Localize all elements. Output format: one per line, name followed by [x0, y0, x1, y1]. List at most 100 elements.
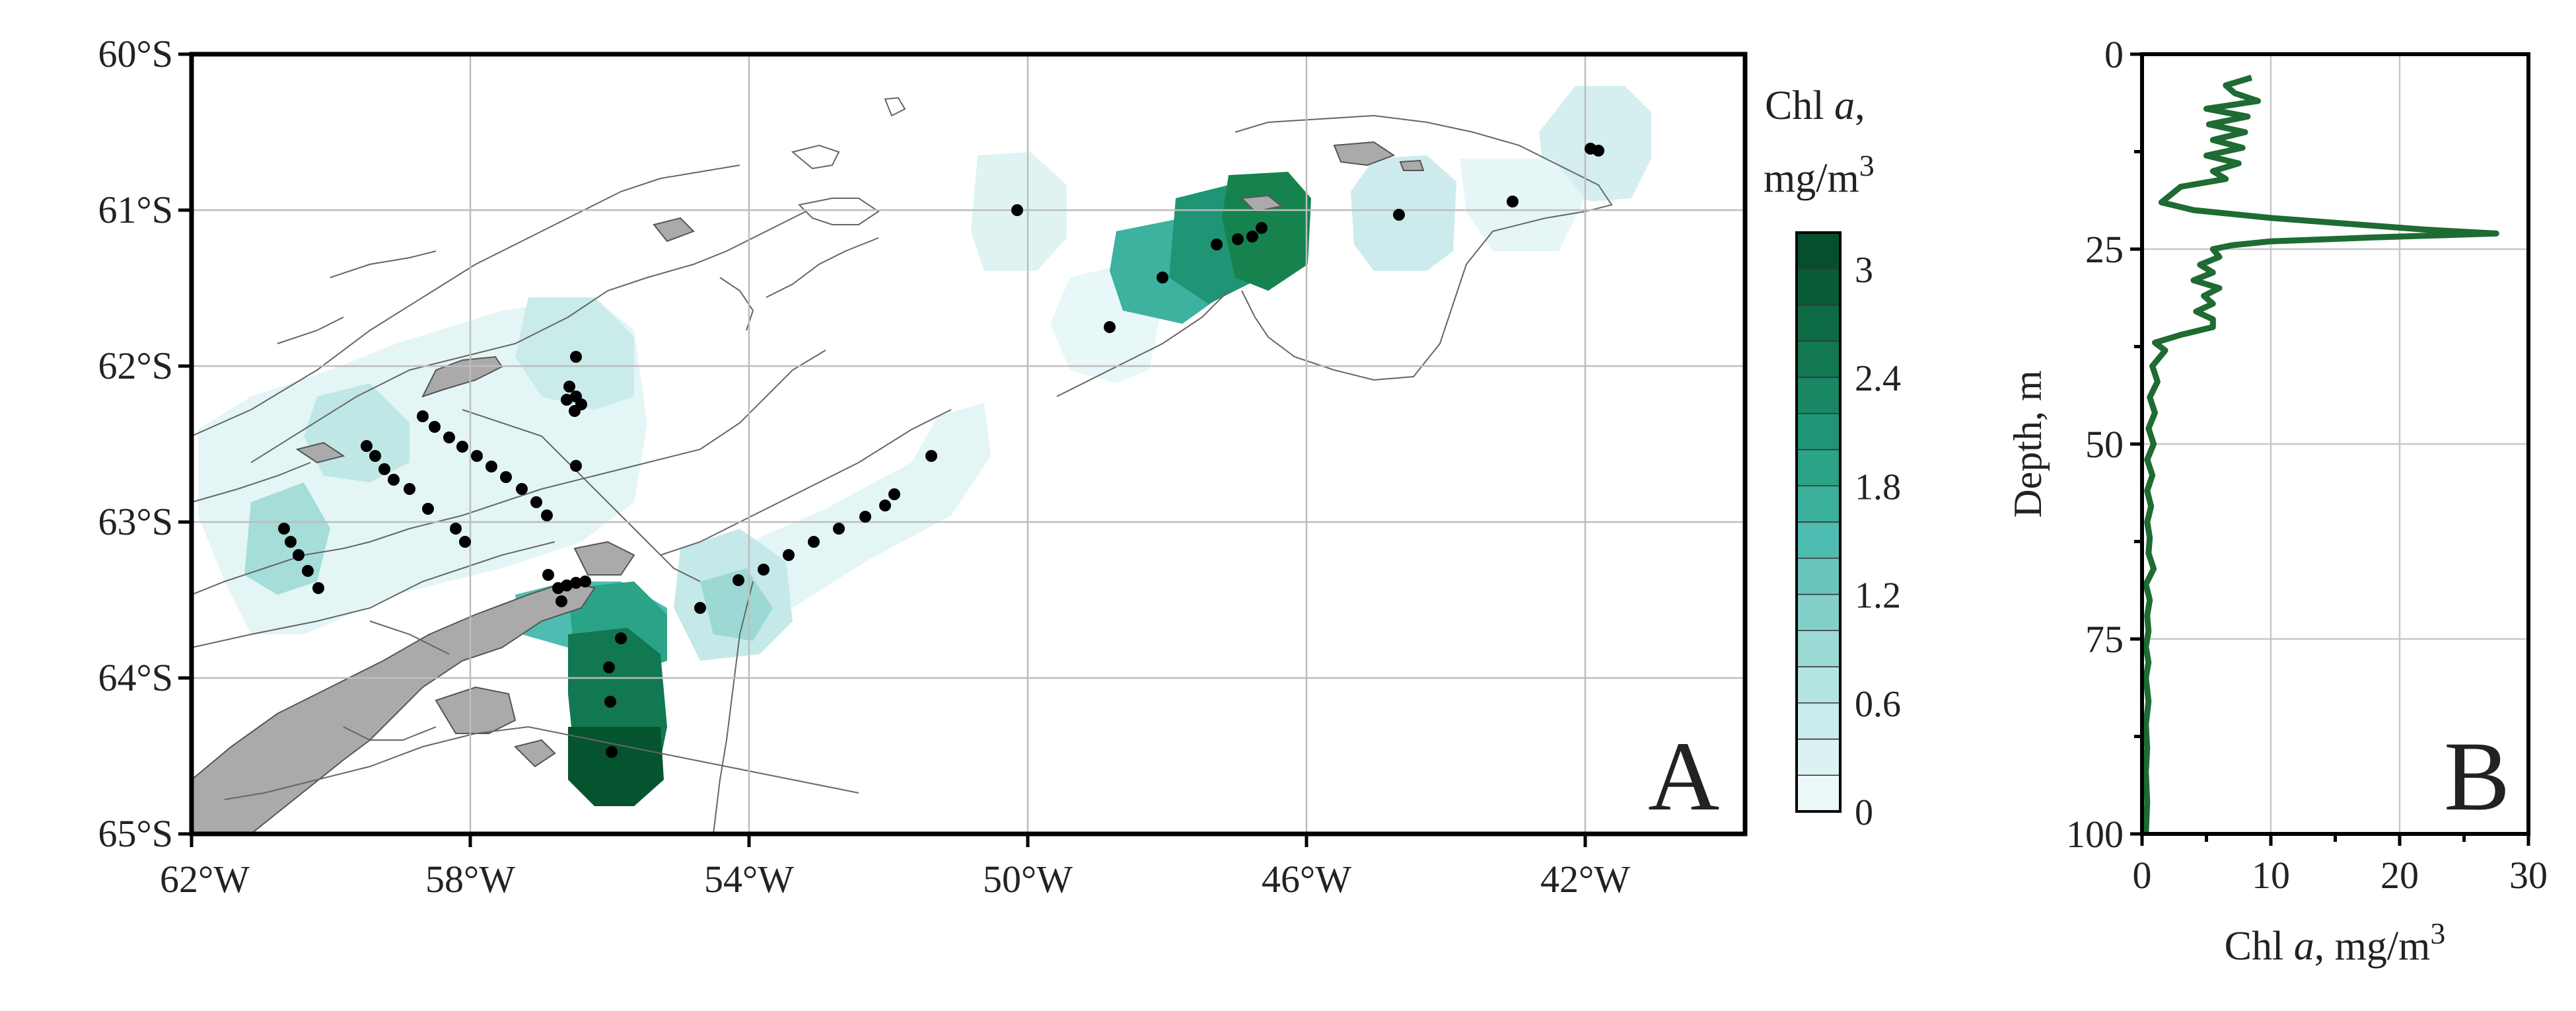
- chl-patch-far-east: [1539, 86, 1651, 202]
- lon-label-46w: 46°W: [1262, 858, 1351, 901]
- station-dot: [541, 509, 553, 521]
- station-dot: [888, 488, 900, 500]
- station-dot: [429, 421, 441, 433]
- colorbar-title-prefix: Chl: [1765, 83, 1834, 128]
- island-south-shetland-3: [653, 217, 695, 243]
- station-dot: [561, 394, 573, 406]
- colorbar-swatch: [1796, 449, 1841, 486]
- colorbar-title-suffix: ,: [1855, 83, 1865, 128]
- colorbar-swatch: [1796, 304, 1841, 342]
- station-dot: [450, 523, 462, 535]
- station-dot: [404, 483, 415, 495]
- station-dot: [422, 503, 434, 515]
- colorbar-swatch: [1796, 702, 1841, 740]
- station-dot: [302, 565, 314, 577]
- colorbar-tick-label: 1.8: [1855, 467, 1901, 507]
- station-dot: [561, 580, 573, 591]
- colorbar-swatch: [1796, 521, 1841, 559]
- colorbar-tick-label: 3: [1855, 250, 1873, 291]
- station-dot: [1232, 233, 1244, 245]
- station-dot: [563, 381, 575, 393]
- landmass-layer: [192, 141, 1425, 834]
- profile-chl-tick-label: 0: [2133, 854, 2152, 897]
- chl-patch-central-teal: [700, 568, 773, 641]
- station-dot: [361, 440, 373, 452]
- island-joinville: [573, 541, 635, 576]
- lon-label-62w: 62°W: [160, 858, 250, 901]
- lat-label-61s: 61°S: [98, 188, 173, 231]
- station-dot: [485, 461, 497, 472]
- colorbar-swatch: [1796, 774, 1841, 812]
- lon-label-42w: 42°W: [1540, 858, 1630, 901]
- station-dot: [833, 523, 845, 535]
- island-south-shetland-2: [295, 441, 345, 464]
- latitude-labels: 60°S 61°S 62°S 63°S 64°S 65°S: [98, 32, 173, 855]
- station-dot: [570, 460, 582, 472]
- station-dot: [579, 576, 591, 587]
- panel-letter-a: A: [1648, 722, 1719, 831]
- colorbar-swatch: [1796, 738, 1841, 776]
- colorbar-units-sup: 3: [1859, 149, 1875, 182]
- colorbar-tick-label: 1.2: [1855, 576, 1901, 617]
- lat-label-64s: 64°S: [98, 656, 173, 699]
- station-dot: [516, 483, 528, 495]
- map-ticks: [178, 52, 1587, 847]
- station-dot: [542, 569, 554, 581]
- map-panel: 60°S 61°S 62°S 63°S 64°S 65°S 62°W 58°W …: [98, 32, 1748, 901]
- profile-y-axis-title: Depth, m: [2006, 370, 2050, 517]
- colorbar-frame: [1795, 231, 1842, 813]
- map-gridlines: [192, 54, 1745, 834]
- lat-label-65s: 65°S: [98, 812, 173, 855]
- station-dot: [1393, 209, 1405, 221]
- station-dot: [758, 564, 769, 576]
- profile-depth-tick-label: 100: [2066, 813, 2124, 856]
- colorbar-tick-label: 2.4: [1855, 358, 1901, 399]
- antarctic-peninsula-land: [192, 580, 596, 834]
- colorbar-swatch: [1796, 630, 1841, 667]
- profile-depth-tick-label: 25: [2085, 228, 2124, 271]
- station-dot: [378, 463, 390, 475]
- station-dot: [603, 661, 615, 673]
- profile-chl-tick-label: 20: [2380, 854, 2419, 897]
- profile-chl-tick-label: 10: [2252, 854, 2290, 897]
- station-dot: [1104, 321, 1116, 333]
- profile-depth-tick-label: 75: [2085, 618, 2124, 661]
- station-dot: [783, 549, 795, 561]
- station-dot: [570, 351, 582, 363]
- station-dot: [859, 511, 871, 523]
- station-dot: [615, 632, 627, 644]
- station-dot: [1507, 196, 1519, 207]
- colorbar-swatch: [1796, 558, 1841, 595]
- colorbar-swatch: [1796, 340, 1841, 378]
- station-dot: [443, 431, 455, 443]
- lat-label-62s: 62°S: [98, 344, 173, 387]
- chl-column-darkest: [568, 727, 664, 806]
- station-dot: [569, 405, 581, 417]
- chl-profile-line: [2143, 75, 2499, 835]
- profile-depth-tick-label: 0: [2104, 33, 2124, 76]
- lon-label-58w: 58°W: [425, 858, 515, 901]
- island-south-orkney: [1333, 141, 1396, 167]
- island-northeast-small: [1399, 159, 1425, 171]
- lon-label-50w: 50°W: [983, 858, 1073, 901]
- lon-label-54w: 54°W: [704, 858, 794, 901]
- colorbar-swatch: [1796, 377, 1841, 414]
- profile-x-axis-italic: a: [2294, 924, 2314, 969]
- station-dot: [278, 523, 290, 535]
- profile-x-axis-prefix: Chl: [2225, 924, 2294, 969]
- colorbar-swatch: [1796, 232, 1841, 270]
- station-dot: [417, 410, 429, 422]
- lat-label-63s: 63°S: [98, 500, 173, 543]
- profile-x-axis-title: Chl a, mg/m3: [2225, 917, 2446, 969]
- station-dot: [530, 496, 542, 508]
- panel-letter-b: B: [2444, 722, 2510, 831]
- colorbar-swatch: [1796, 666, 1841, 704]
- profile-panel: 0 25 50 75 100 0 10 20 30 Depth, m Chl a, mg/m3…: [2006, 33, 2548, 969]
- lat-label-60s: 60°S: [98, 32, 173, 75]
- station-dot: [1211, 239, 1223, 250]
- colorbar-title: Chl a,: [1765, 83, 1865, 128]
- station-dot: [1011, 204, 1023, 216]
- station-dot: [471, 450, 483, 462]
- colorbar-units-text: mg/m: [1764, 156, 1859, 201]
